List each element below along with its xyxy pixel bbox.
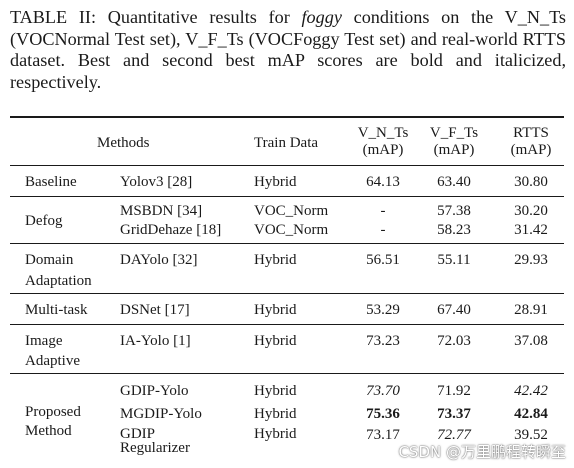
vfts-value: 67.40 <box>437 302 471 318</box>
method-name: DSNet [17] <box>120 302 190 318</box>
train-data: Hybrid <box>254 252 297 268</box>
header-vnts-name: V_N_Ts <box>357 125 409 141</box>
header-vnts: V_N_Ts (mAP) <box>338 125 428 159</box>
group-label: Proposed <box>25 404 81 420</box>
method-name: MSBDN [34] <box>120 203 203 219</box>
header-vfts-unit: (mAP) <box>433 142 475 158</box>
train-data: Hybrid <box>254 406 297 422</box>
header-vfts: V_F_Ts (mAP) <box>409 125 499 159</box>
rtts-value: 37.08 <box>514 333 548 349</box>
train-data: VOC_Norm <box>254 222 329 238</box>
vnts-value-second-best: 73.70 <box>366 383 400 399</box>
caption-tail: conditions on the V_N_Ts (VOCNormal Test… <box>10 7 566 92</box>
group-divider <box>10 324 564 325</box>
group-label: Multi-task <box>25 302 88 318</box>
method-name: IA-Yolo [1] <box>120 333 191 349</box>
watermark-text: CSDN @万里鹏程转瞬至 <box>398 443 566 461</box>
method-name: DAYolo [32] <box>120 252 198 268</box>
vnts-value: 73.17 <box>366 427 400 443</box>
vfts-value: 63.40 <box>437 174 471 190</box>
header-rtts: RTTS (mAP) <box>486 125 574 159</box>
vfts-value: 58.23 <box>437 222 471 238</box>
group-label: Method <box>25 423 72 439</box>
rtts-value: 39.52 <box>514 427 548 443</box>
header-rtts-name: RTTS <box>513 125 549 141</box>
group-label: Image <box>25 333 63 349</box>
group-label: Domain <box>25 252 74 268</box>
vnts-value: - <box>380 222 386 238</box>
group-label: Adaptive <box>25 353 80 369</box>
header-rule <box>10 165 564 166</box>
vnts-value: 73.23 <box>366 333 400 349</box>
rtts-value: 29.93 <box>514 252 548 268</box>
rtts-value: 30.20 <box>514 203 548 219</box>
method-name: GridDehaze [18] <box>120 222 222 238</box>
rtts-value: 28.91 <box>514 302 548 318</box>
rtts-value: 30.80 <box>514 174 548 190</box>
caption-lead: TABLE II: Quantitative results for <box>10 7 302 27</box>
train-data: VOC_Norm <box>254 203 329 219</box>
vnts-value: 64.13 <box>366 174 400 190</box>
header-rtts-unit: (mAP) <box>510 142 552 158</box>
group-label: Adaptation <box>25 273 92 289</box>
top-rule <box>10 116 564 118</box>
group-divider <box>10 293 564 294</box>
rtts-value-best: 42.84 <box>514 406 548 422</box>
vfts-value: 57.38 <box>437 203 471 219</box>
method-name: Regularizer <box>120 440 190 456</box>
group-label: Defog <box>25 213 63 229</box>
vfts-value: 72.03 <box>437 333 471 349</box>
header-train-data: Train Data <box>254 135 319 151</box>
header-vfts-name: V_F_Ts <box>429 125 479 141</box>
header-methods: Methods <box>97 135 150 151</box>
train-data: Hybrid <box>254 383 297 399</box>
table-caption: TABLE II: Quantitative results for foggy… <box>10 7 566 93</box>
train-data: Hybrid <box>254 426 297 442</box>
vnts-value-best: 75.36 <box>366 406 400 422</box>
caption-emphasis: foggy <box>301 7 342 27</box>
method-name: MGDIP-Yolo <box>120 406 202 422</box>
rtts-value-second-best: 42.42 <box>514 383 548 399</box>
method-name: GDIP-Yolo <box>120 383 189 399</box>
train-data: Hybrid <box>254 333 297 349</box>
vnts-value: 56.51 <box>366 252 400 268</box>
vnts-value: - <box>380 203 386 219</box>
method-name: Yolov3 [28] <box>120 174 193 190</box>
vnts-value: 53.29 <box>366 302 400 318</box>
train-data: Hybrid <box>254 174 297 190</box>
train-data: Hybrid <box>254 302 297 318</box>
vfts-value: 71.92 <box>437 383 471 399</box>
group-label: Baseline <box>25 174 77 190</box>
group-divider <box>10 373 564 374</box>
vfts-value-second-best: 72.77 <box>437 427 471 443</box>
method-name: GDIP <box>120 426 156 442</box>
rtts-value: 31.42 <box>514 222 548 238</box>
vfts-value: 55.11 <box>437 252 471 268</box>
header-vnts-unit: (mAP) <box>362 142 404 158</box>
group-divider <box>10 196 564 197</box>
vfts-value-best: 73.37 <box>437 406 471 422</box>
group-divider <box>10 243 564 244</box>
